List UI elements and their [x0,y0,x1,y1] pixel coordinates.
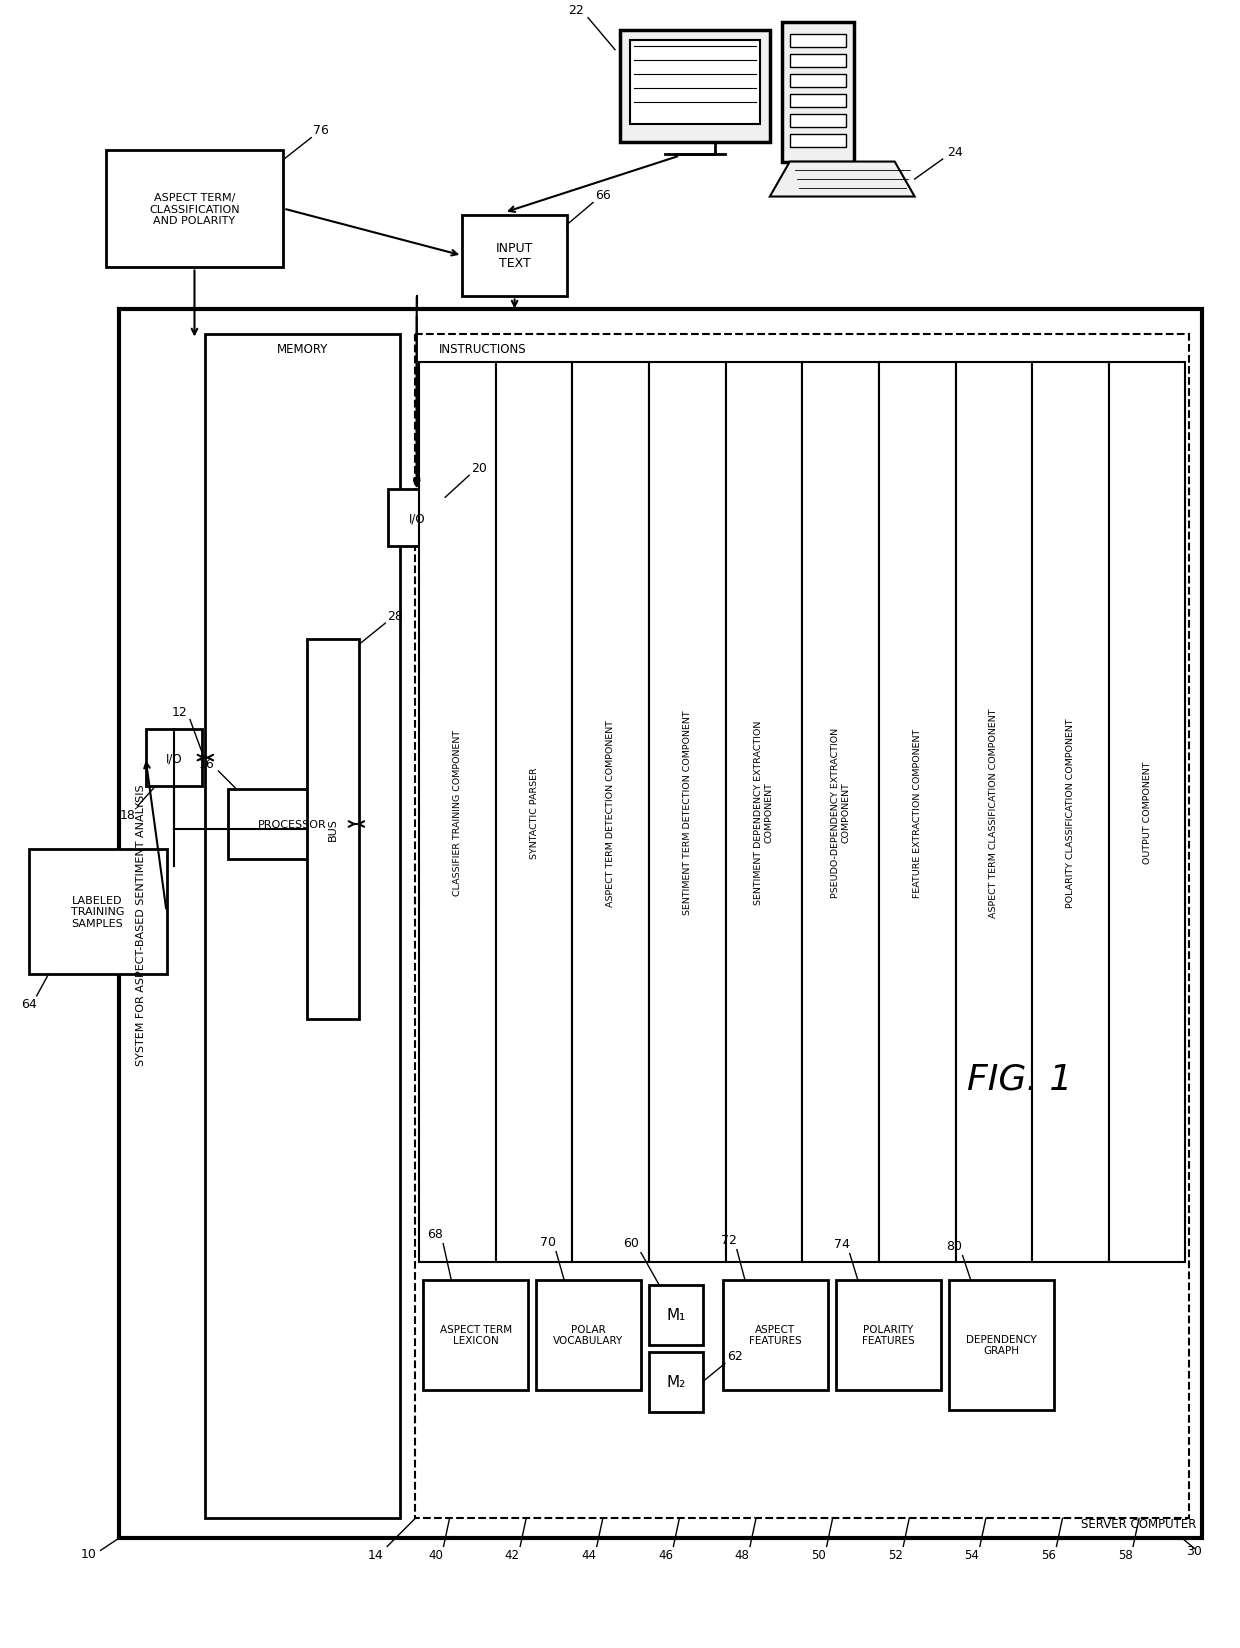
Text: 46: 46 [658,1547,673,1561]
Text: I/O: I/O [408,513,425,526]
FancyBboxPatch shape [228,789,356,860]
FancyBboxPatch shape [105,150,284,269]
Text: 74: 74 [833,1238,849,1251]
FancyBboxPatch shape [620,31,770,142]
Text: 28: 28 [387,610,403,623]
FancyBboxPatch shape [949,1280,1054,1409]
Text: INPUT
TEXT: INPUT TEXT [496,242,533,270]
Text: ASPECT TERM CLASSIFICATION COMPONENT: ASPECT TERM CLASSIFICATION COMPONENT [990,709,998,918]
FancyBboxPatch shape [1109,363,1185,1262]
FancyBboxPatch shape [463,216,567,297]
Text: DEPENDENCY
GRAPH: DEPENDENCY GRAPH [966,1333,1037,1356]
Text: 12: 12 [172,705,188,719]
Text: SERVER COMPUTER: SERVER COMPUTER [1081,1518,1197,1531]
Text: 50: 50 [811,1547,826,1561]
Text: 76: 76 [314,124,330,137]
Text: MEMORY: MEMORY [278,343,329,356]
Text: LABELED
TRAINING
SAMPLES: LABELED TRAINING SAMPLES [71,895,124,928]
Text: 64: 64 [21,997,36,1010]
FancyBboxPatch shape [790,54,846,68]
FancyBboxPatch shape [956,363,1032,1262]
Text: SYNTACTIC PARSER: SYNTACTIC PARSER [529,766,538,859]
Text: 60: 60 [622,1236,639,1249]
Text: 44: 44 [582,1547,596,1561]
Text: 42: 42 [505,1547,520,1561]
Text: FIG. 1: FIG. 1 [967,1063,1073,1096]
Text: 62: 62 [727,1350,743,1363]
Text: 58: 58 [1117,1547,1132,1561]
FancyBboxPatch shape [790,74,846,87]
FancyBboxPatch shape [630,41,760,125]
FancyBboxPatch shape [419,363,496,1262]
Text: 18: 18 [119,808,135,821]
FancyBboxPatch shape [536,1280,641,1389]
FancyBboxPatch shape [119,310,1203,1539]
FancyBboxPatch shape [781,23,853,163]
Text: 72: 72 [720,1233,737,1246]
Text: ASPECT TERM DETECTION COMPONENT: ASPECT TERM DETECTION COMPONENT [606,719,615,906]
Text: INSTRUCTIONS: INSTRUCTIONS [439,343,527,356]
FancyBboxPatch shape [145,730,202,786]
Text: 22: 22 [568,5,584,16]
Text: 16: 16 [198,756,215,770]
FancyBboxPatch shape [206,335,401,1518]
Text: OUTPUT COMPONENT: OUTPUT COMPONENT [1142,761,1152,864]
FancyBboxPatch shape [790,94,846,107]
Text: 30: 30 [1187,1544,1203,1557]
Text: ASPECT TERM
LEXICON: ASPECT TERM LEXICON [440,1323,512,1345]
FancyBboxPatch shape [649,1351,703,1412]
Text: 66: 66 [595,190,611,203]
FancyBboxPatch shape [802,363,879,1262]
FancyBboxPatch shape [415,335,1189,1518]
FancyBboxPatch shape [423,1280,528,1389]
Text: 40: 40 [428,1547,443,1561]
FancyBboxPatch shape [308,639,360,1018]
Text: PSEUDO-DEPENDENCY EXTRACTION
COMPONENT: PSEUDO-DEPENDENCY EXTRACTION COMPONENT [831,727,851,898]
Text: POLAR
VOCABULARY: POLAR VOCABULARY [553,1323,624,1345]
FancyBboxPatch shape [879,363,956,1262]
Text: FEATURE EXTRACTION COMPONENT: FEATURE EXTRACTION COMPONENT [913,728,921,897]
Text: M₁: M₁ [666,1307,686,1322]
Text: 56: 56 [1042,1547,1056,1561]
Text: POLARITY CLASSIFICATION COMPONENT: POLARITY CLASSIFICATION COMPONENT [1066,719,1075,908]
FancyBboxPatch shape [836,1280,941,1389]
Text: 10: 10 [81,1547,97,1561]
Text: 14: 14 [367,1547,383,1561]
FancyBboxPatch shape [1032,363,1109,1262]
FancyBboxPatch shape [790,35,846,48]
Text: ASPECT TERM/
CLASSIFICATION
AND POLARITY: ASPECT TERM/ CLASSIFICATION AND POLARITY [149,193,239,226]
Text: PROCESSOR: PROCESSOR [258,819,327,829]
Text: 54: 54 [965,1547,980,1561]
Text: BUS: BUS [329,817,339,840]
Text: 52: 52 [888,1547,903,1561]
Polygon shape [770,163,915,198]
Text: 20: 20 [471,461,487,475]
Text: 80: 80 [946,1239,962,1252]
FancyBboxPatch shape [29,849,166,974]
FancyBboxPatch shape [496,363,573,1262]
FancyBboxPatch shape [573,363,649,1262]
Text: SENTIMENT TERM DETECTION COMPONENT: SENTIMENT TERM DETECTION COMPONENT [683,710,692,915]
FancyBboxPatch shape [790,135,846,147]
Text: M₂: M₂ [666,1374,686,1389]
Text: 68: 68 [428,1228,443,1241]
Text: CLASSIFIER TRAINING COMPONENT: CLASSIFIER TRAINING COMPONENT [453,730,463,895]
Text: 48: 48 [734,1547,749,1561]
Text: POLARITY
FEATURES: POLARITY FEATURES [862,1323,915,1345]
FancyBboxPatch shape [723,1280,828,1389]
FancyBboxPatch shape [790,114,846,127]
Text: 24: 24 [947,145,962,158]
FancyBboxPatch shape [725,363,802,1262]
Text: I/O: I/O [166,751,182,765]
FancyBboxPatch shape [388,489,445,547]
FancyBboxPatch shape [649,363,725,1262]
Text: ASPECT
FEATURES: ASPECT FEATURES [749,1323,802,1345]
Text: SYSTEM FOR ASPECT-BASED SENTIMENT ANALYSIS: SYSTEM FOR ASPECT-BASED SENTIMENT ANALYS… [135,784,145,1065]
Text: 70: 70 [541,1236,556,1249]
Text: SENTIMENT DEPENDENCY EXTRACTION
COMPONENT: SENTIMENT DEPENDENCY EXTRACTION COMPONEN… [754,720,774,905]
FancyBboxPatch shape [649,1285,703,1345]
